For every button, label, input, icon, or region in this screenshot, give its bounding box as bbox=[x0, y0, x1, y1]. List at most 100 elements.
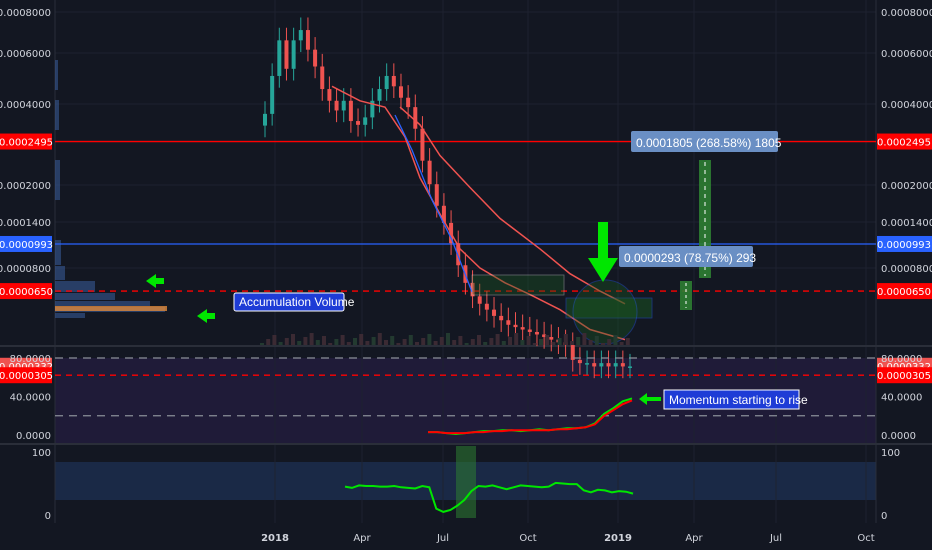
trend-line bbox=[394, 114, 473, 293]
volume-bar bbox=[365, 341, 370, 345]
left-arrow-icon bbox=[639, 393, 661, 405]
moving-averages bbox=[331, 85, 626, 341]
volume-bar bbox=[551, 342, 556, 345]
price-tick-left: 0.0001400 bbox=[0, 218, 51, 229]
candle-body bbox=[377, 89, 382, 101]
date-tick: Apr bbox=[353, 533, 371, 544]
volume-bar bbox=[594, 336, 599, 345]
volume-profile-bar bbox=[55, 60, 58, 90]
rsi-tick-right: 80.0000 bbox=[881, 354, 922, 365]
candle-body bbox=[270, 75, 275, 114]
price-tick-right: 0.0004000 bbox=[881, 100, 932, 111]
stoch-tick-left: 100 bbox=[32, 448, 51, 459]
volume-bar bbox=[483, 342, 488, 345]
measure-label-target: 0.0001805 (268.58%) 1805 bbox=[636, 136, 782, 150]
volume-bar bbox=[291, 334, 295, 345]
volume-bar bbox=[613, 335, 618, 345]
volume-bar bbox=[297, 341, 302, 345]
volume-bar bbox=[514, 333, 519, 345]
price-tag-right-box bbox=[877, 283, 932, 300]
volume-bar bbox=[328, 343, 333, 345]
candle-body bbox=[628, 366, 632, 368]
price-tag-left: 0.0000650 bbox=[0, 287, 53, 298]
volume-bar bbox=[601, 343, 605, 345]
rsi-tick-left: 0.0000 bbox=[16, 431, 51, 442]
price-tick-left: 0.0002000 bbox=[0, 181, 51, 192]
volume-profile-bar bbox=[55, 293, 115, 300]
date-axis: 2018 Apr Jul Oct 2019 Apr Jul Oct bbox=[261, 533, 875, 544]
volume-profile-bar bbox=[55, 240, 61, 265]
volume-bar bbox=[532, 343, 537, 345]
candle-body bbox=[413, 107, 418, 129]
candle-body bbox=[620, 363, 625, 367]
volume-bar bbox=[309, 333, 314, 345]
candle-body bbox=[570, 345, 575, 360]
candle-body bbox=[348, 100, 353, 122]
volume-bar bbox=[421, 338, 426, 345]
volume-bar bbox=[303, 337, 308, 345]
candle-body bbox=[592, 363, 597, 367]
date-tick: Apr bbox=[685, 533, 703, 544]
candle-body bbox=[542, 334, 547, 338]
candle-body bbox=[384, 75, 389, 90]
candle-body bbox=[291, 40, 296, 69]
price-tag-left: 0.0000993 bbox=[0, 240, 53, 251]
rsi-panel: 80.0000 80.0000 40.0000 40.0000 0.0000 0.0000… bbox=[10, 354, 923, 442]
volume-profile bbox=[55, 60, 167, 318]
candle-body bbox=[441, 205, 446, 223]
candle-body bbox=[470, 282, 475, 297]
candle-body bbox=[363, 117, 368, 125]
volume-bar bbox=[353, 338, 357, 345]
candle-body bbox=[313, 49, 318, 67]
stoch-series-line bbox=[344, 481, 634, 513]
candle-body bbox=[320, 66, 325, 90]
volume-bar bbox=[377, 333, 382, 345]
candle-body bbox=[334, 100, 339, 111]
candle-body bbox=[456, 243, 461, 266]
volume-profile-bar bbox=[55, 301, 150, 306]
volume-profile-bar bbox=[55, 266, 65, 280]
left-arrow-icon bbox=[197, 309, 215, 323]
volume-bar bbox=[582, 333, 587, 345]
left-arrow-icon bbox=[146, 274, 164, 288]
volume-bar bbox=[334, 339, 339, 345]
date-tick: 2018 bbox=[261, 533, 289, 544]
volume-bar bbox=[266, 339, 271, 345]
candle-body bbox=[492, 309, 497, 316]
volume-bar bbox=[315, 340, 320, 345]
down-arrow-icon bbox=[588, 222, 618, 282]
volume-bar bbox=[346, 342, 351, 345]
candle-body bbox=[427, 160, 432, 185]
candle-body bbox=[327, 89, 332, 101]
candle-body bbox=[370, 100, 375, 118]
volume-bar bbox=[495, 334, 500, 345]
date-tick: Jul bbox=[436, 533, 449, 544]
candles bbox=[263, 17, 632, 379]
volume-bar bbox=[272, 335, 277, 345]
measure-label-target-box bbox=[631, 131, 778, 152]
stoch-panel: 100 0 100 0 bbox=[32, 446, 900, 522]
price-tag-right-box bbox=[877, 235, 932, 252]
volume-bar bbox=[570, 341, 574, 345]
volume-bar bbox=[402, 339, 407, 345]
measure-label-range: 0.0000293 (78.75%) 293 bbox=[624, 251, 756, 265]
moving-average-line bbox=[331, 85, 626, 341]
candle-body bbox=[298, 30, 303, 41]
price-tag-left: 0.0002495 bbox=[0, 138, 53, 149]
date-tick: Oct bbox=[519, 533, 536, 544]
candle-body bbox=[585, 363, 590, 365]
candle-body bbox=[434, 184, 439, 206]
stoch-highlight bbox=[456, 446, 476, 518]
volume-bar bbox=[439, 337, 444, 345]
candle-body bbox=[606, 363, 611, 367]
price-tag-left-box bbox=[0, 367, 52, 384]
price-tick-right: 0.0001400 bbox=[881, 218, 932, 229]
rsi-tick-right: 40.0000 bbox=[881, 393, 922, 404]
volume-bar bbox=[576, 337, 581, 345]
price-tags: 0.0002495 0.0002495 0.0000993 0.0000993 0.00… bbox=[0, 133, 932, 384]
volume-bar bbox=[458, 336, 463, 345]
stoch-tick-left: 0 bbox=[45, 511, 51, 522]
rsi-tick-left: 80.0000 bbox=[10, 354, 51, 365]
volume-bar bbox=[384, 340, 388, 345]
